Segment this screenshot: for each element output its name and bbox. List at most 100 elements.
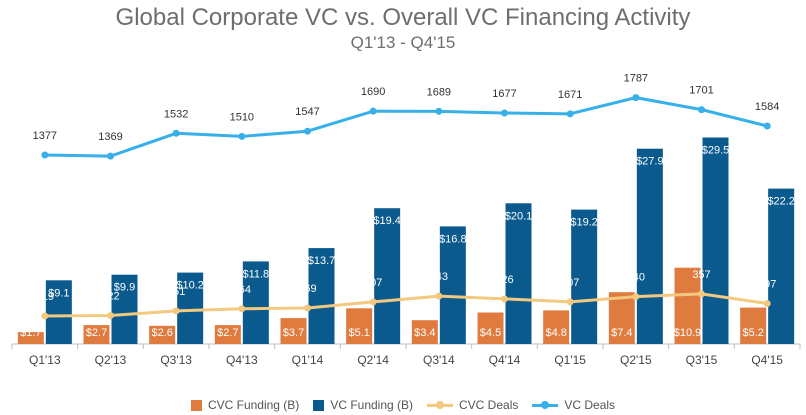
cvc-funding-label: $3.7 xyxy=(283,327,304,339)
vc-deals-label: 1690 xyxy=(361,86,385,98)
vc-funding-bar xyxy=(768,188,795,344)
cvc-deals-point xyxy=(369,298,377,306)
cvc-funding-label: $1.7 xyxy=(20,327,41,339)
vc-funding-label: $11.8 xyxy=(242,268,269,280)
x-tick-label: Q1'15 xyxy=(554,353,586,367)
x-tick-label: Q3'15 xyxy=(686,353,718,367)
vc-funding-label: $19.4 xyxy=(373,215,401,227)
cvc-deals-label: 297 xyxy=(758,279,776,291)
legend-item-cvc-deals: CVC Deals xyxy=(427,398,518,412)
legend-item-vc-funding: VC Funding (B) xyxy=(313,398,413,412)
vc-deals-point xyxy=(238,132,246,140)
legend: CVC Funding (B) VC Funding (B) CVC Deals… xyxy=(0,396,806,414)
legend-label-cvc-funding: CVC Funding (B) xyxy=(207,398,300,412)
cvc-deals-point xyxy=(698,290,705,298)
vc-deals-label: 1677 xyxy=(492,88,516,100)
vc-deals-label: 1377 xyxy=(33,130,57,142)
cvc-funding-label: $7.4 xyxy=(611,327,632,339)
vc-deals-point xyxy=(632,94,640,102)
x-tick-label: Q1'13 xyxy=(29,353,61,367)
cvc-deals-point xyxy=(238,305,246,313)
vc-deals-point xyxy=(501,109,508,117)
vc-deals-point xyxy=(304,127,311,135)
cvc-funding-label: $4.5 xyxy=(480,327,501,339)
vc-deals-label: 1547 xyxy=(295,106,319,118)
vc-funding-label: $9.9 xyxy=(114,282,135,294)
vc-deals-label: 1369 xyxy=(98,131,122,143)
vc-funding-bar xyxy=(636,148,663,344)
cvc-deals-label: 343 xyxy=(430,271,448,283)
legend-swatch-cvc-deals xyxy=(427,400,454,411)
cvc-funding-label: $10.9 xyxy=(674,327,702,339)
vc-deals-point xyxy=(435,107,443,115)
cvc-deals-point xyxy=(632,293,640,301)
x-tick-label: Q2'14 xyxy=(357,353,389,367)
x-tick-label: Q3'13 xyxy=(160,353,192,367)
cvc-funding-bar xyxy=(674,267,701,344)
vc-funding-label: $27.9 xyxy=(636,156,664,168)
cvc-funding-bar xyxy=(346,308,373,344)
cvc-deals-point xyxy=(41,312,49,320)
legend-item-vc-deals: VC Deals xyxy=(532,398,615,412)
x-tick-label: Q4'14 xyxy=(489,353,521,367)
cvc-funding-bar xyxy=(477,312,504,344)
x-tick-label: Q4'13 xyxy=(226,353,258,367)
cvc-funding-label: $5.2 xyxy=(742,327,763,339)
vc-funding-label: $9.1 xyxy=(48,287,69,299)
vc-funding-label: $29.5 xyxy=(702,145,730,157)
legend-swatch-vc-deals xyxy=(532,400,559,411)
legend-item-cvc-funding: CVC Funding (B) xyxy=(190,398,300,412)
vc-funding-label: $19.2 xyxy=(570,217,598,229)
vc-deals-label: 1532 xyxy=(164,108,188,120)
vc-deals-label: 1701 xyxy=(689,85,713,97)
vc-funding-label: $20.1 xyxy=(505,210,533,222)
cvc-deals-label: 219 xyxy=(36,291,54,303)
cvc-funding-label: $4.8 xyxy=(545,327,566,339)
cvc-deals-label: 340 xyxy=(627,272,645,284)
chart-subtitle: Q1'13 - Q4'15 xyxy=(350,33,456,52)
chart-title: Global Corporate VC vs. Overall VC Finan… xyxy=(115,4,691,31)
x-tick-label: Q2'15 xyxy=(620,353,652,367)
cvc-funding-bar xyxy=(17,332,44,344)
cvc-funding-bar xyxy=(740,307,767,344)
legend-swatch-cvc-funding xyxy=(190,399,202,411)
vc-deals-label: 1787 xyxy=(624,73,648,85)
vc-deals-line xyxy=(44,96,768,158)
cvc-funding-bar xyxy=(543,310,570,344)
legend-swatch-vc-funding xyxy=(313,399,325,411)
vc-funding-bar xyxy=(439,226,466,344)
cvc-funding-bar xyxy=(608,292,635,344)
cvc-funding-bar xyxy=(83,325,110,344)
vc-funding-bar xyxy=(45,280,72,344)
vc-deals-point xyxy=(107,152,114,160)
cvc-deals-label: 251 xyxy=(167,286,185,298)
cvc-deals-point xyxy=(107,312,114,320)
vc-funding-bar xyxy=(702,137,729,344)
cvc-funding-label: $2.7 xyxy=(217,327,238,339)
cvc-deals-label: 307 xyxy=(561,277,579,289)
cvc-deals-point xyxy=(435,292,443,300)
legend-label-vc-funding: VC Funding (B) xyxy=(330,398,414,412)
vc-funding-label: $10.2 xyxy=(176,280,204,292)
cvc-deals-point xyxy=(304,304,311,312)
cvc-funding-bar xyxy=(214,325,241,344)
cvc-deals-line xyxy=(44,292,768,318)
vc-deals-label: 1584 xyxy=(755,101,779,113)
vc-deals-label: 1689 xyxy=(427,86,451,98)
vc-funding-bar xyxy=(177,272,204,344)
cvc-deals-label: 264 xyxy=(233,284,251,296)
vc-deals-point xyxy=(698,106,705,114)
cvc-funding-label: $2.7 xyxy=(86,327,107,339)
legend-label-vc-deals: VC Deals xyxy=(564,398,616,412)
vc-deals-point xyxy=(41,151,49,159)
cvc-funding-label: $3.4 xyxy=(414,327,435,339)
vc-funding-bar xyxy=(242,261,269,344)
cvc-funding-label: $2.6 xyxy=(151,327,172,339)
cvc-deals-point xyxy=(566,298,574,306)
vc-funding-bar xyxy=(308,248,335,344)
vc-deals-point xyxy=(763,122,771,130)
vc-deals-label: 1671 xyxy=(558,89,582,101)
vc-deals-point xyxy=(566,110,574,118)
cvc-deals-label: 222 xyxy=(101,291,119,303)
vc-funding-bar xyxy=(111,274,138,344)
